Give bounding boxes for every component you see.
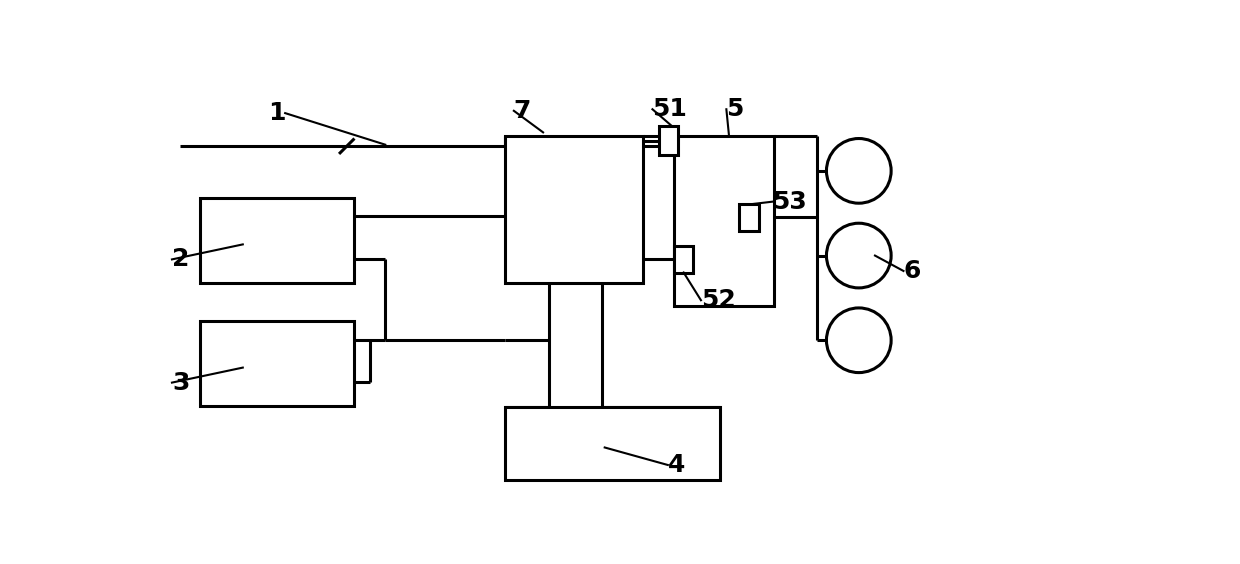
Bar [505,407,720,481]
Text: 51: 51 [652,97,687,121]
Bar [675,136,774,306]
Bar [201,198,355,283]
Text: 1: 1 [268,101,285,125]
Text: 5: 5 [727,97,744,121]
Text: 2: 2 [172,248,190,271]
Text: 53: 53 [773,190,807,214]
Bar [505,136,644,283]
Text: 4: 4 [668,453,686,477]
Text: 3: 3 [172,371,190,395]
Bar [739,204,759,231]
Text: 52: 52 [701,288,735,312]
Bar [201,321,355,406]
Text: 6: 6 [904,259,921,283]
Bar [675,245,693,272]
Bar [658,126,678,156]
Text: 7: 7 [513,99,531,123]
